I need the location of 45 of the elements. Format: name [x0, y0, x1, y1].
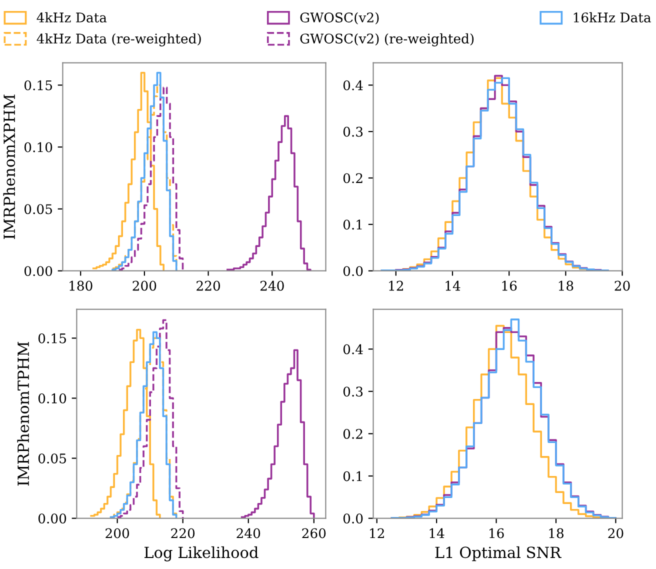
- y-tick-label: 0.3: [343, 126, 363, 137]
- x-tick-label: 18: [549, 528, 564, 538]
- legend-label: GWOSC(v2) (re-weighted): [300, 33, 474, 46]
- y-tick-label: 0.0: [343, 514, 363, 524]
- y-tick-label: 0.4: [343, 344, 363, 354]
- y-tick-label: 0.2: [343, 173, 362, 184]
- y-tick-label: 0.10: [38, 393, 66, 404]
- x-tick-label: 16: [489, 528, 504, 538]
- x-tick-label: 16: [502, 280, 517, 291]
- y-tick-label: 0.1: [343, 471, 362, 482]
- x-tick-label: 20: [608, 528, 624, 538]
- y-tick-label: 0.1: [343, 220, 362, 230]
- y-tick-label: 0.00: [38, 514, 66, 524]
- legend-label: 16kHz Data: [574, 12, 651, 22]
- x-tick-label: 220: [196, 280, 220, 291]
- legend-label: 4kHz Data (re-weighted): [36, 33, 201, 46]
- y-tick-label: 0.3: [343, 386, 363, 397]
- x-tick-label: 240: [236, 528, 260, 538]
- x-axis-title: L1 Optimal SNR: [435, 546, 562, 562]
- x-tick-label: 240: [260, 280, 284, 291]
- x-tick-label: 220: [171, 528, 195, 538]
- x-tick-label: 260: [302, 528, 326, 538]
- legend-label: 4kHz Data: [36, 12, 107, 22]
- y-tick-label: 0.15: [24, 80, 52, 90]
- x-axis-title: Log Likelihood: [144, 546, 258, 562]
- x-tick-label: 14: [446, 280, 460, 291]
- x-tick-label: 18: [558, 280, 574, 291]
- y-tick-label: 0.0: [343, 266, 363, 276]
- y-tick-label: 0.00: [24, 266, 52, 276]
- x-tick-label: 12: [370, 528, 384, 538]
- y-axis-title: IMRPhenomXPHM: [3, 94, 16, 239]
- x-tick-label: 12: [389, 280, 403, 291]
- x-tick-label: 200: [132, 280, 156, 291]
- y-tick-label: 0.05: [38, 453, 66, 464]
- y-tick-label: 0.2: [343, 428, 362, 439]
- x-tick-label: 200: [106, 528, 130, 538]
- y-axis-title: IMRPhenomTPHM: [17, 342, 30, 486]
- y-tick-label: 0.05: [24, 204, 52, 214]
- y-tick-label: 0.10: [24, 142, 52, 152]
- y-tick-label: 0.4: [343, 80, 363, 90]
- x-tick-label: 20: [614, 280, 630, 291]
- legend-label: GWOSC(v2): [300, 12, 379, 24]
- y-tick-label: 0.15: [38, 333, 66, 344]
- x-tick-label: 180: [70, 280, 92, 291]
- x-tick-label: 14: [430, 528, 444, 538]
